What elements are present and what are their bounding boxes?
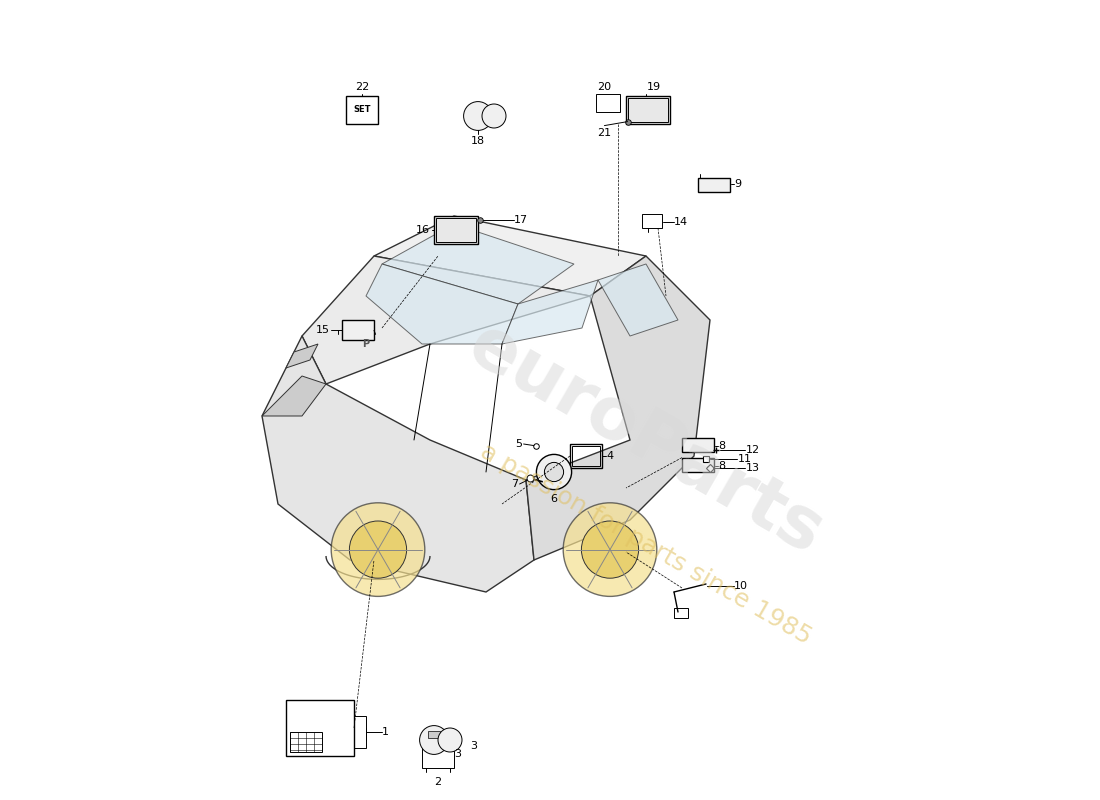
Text: 16: 16 — [416, 225, 430, 234]
Bar — [434, 216, 478, 244]
Polygon shape — [502, 280, 598, 344]
Text: 14: 14 — [674, 218, 689, 227]
Text: 15: 15 — [316, 326, 330, 335]
Text: 9: 9 — [734, 179, 741, 189]
Bar — [290, 732, 322, 752]
Text: 3: 3 — [454, 750, 462, 759]
Polygon shape — [286, 344, 318, 368]
Text: 10: 10 — [734, 581, 748, 590]
Text: 8: 8 — [718, 461, 725, 470]
Circle shape — [563, 503, 657, 597]
Bar — [682, 438, 714, 452]
Polygon shape — [262, 336, 534, 592]
Text: 21: 21 — [597, 128, 612, 138]
Bar — [428, 731, 440, 738]
Polygon shape — [526, 256, 710, 560]
Text: a passion for parts since 1985: a passion for parts since 1985 — [476, 439, 816, 649]
Polygon shape — [598, 264, 678, 336]
Bar — [346, 96, 378, 124]
Text: 8: 8 — [718, 441, 725, 450]
Text: 19: 19 — [647, 82, 661, 92]
Bar — [698, 178, 730, 192]
Circle shape — [331, 503, 425, 597]
Text: 11: 11 — [738, 454, 752, 464]
Text: 13: 13 — [746, 463, 760, 473]
Polygon shape — [374, 216, 646, 296]
Bar — [437, 218, 475, 242]
Bar — [422, 748, 454, 768]
Polygon shape — [262, 376, 326, 416]
Text: 5: 5 — [515, 439, 522, 449]
Circle shape — [419, 726, 449, 754]
Circle shape — [482, 104, 506, 128]
Text: 6: 6 — [550, 494, 558, 504]
Polygon shape — [382, 224, 574, 304]
Text: 20: 20 — [597, 82, 612, 92]
Circle shape — [438, 728, 462, 752]
Text: 3: 3 — [471, 741, 477, 750]
Bar — [572, 446, 600, 466]
Text: 18: 18 — [471, 136, 485, 146]
Text: P: P — [362, 339, 370, 349]
Bar — [570, 444, 602, 468]
Text: euroParts: euroParts — [456, 310, 836, 570]
Text: 12: 12 — [746, 446, 760, 455]
Bar — [642, 214, 662, 228]
Text: SET: SET — [353, 106, 371, 114]
Bar — [286, 700, 354, 756]
Circle shape — [537, 454, 572, 490]
Text: 1: 1 — [382, 727, 389, 737]
Bar — [342, 320, 374, 340]
Text: 7: 7 — [510, 479, 518, 489]
Bar — [354, 716, 366, 748]
Bar — [626, 96, 670, 124]
Circle shape — [544, 462, 563, 482]
Bar — [682, 458, 714, 472]
Text: 4: 4 — [606, 451, 613, 461]
Polygon shape — [366, 264, 518, 344]
Bar — [628, 98, 668, 122]
Text: 22: 22 — [355, 82, 370, 92]
Text: 2: 2 — [434, 778, 441, 787]
Bar — [674, 608, 689, 618]
Polygon shape — [302, 256, 590, 384]
Circle shape — [463, 102, 493, 130]
Circle shape — [582, 521, 639, 578]
Bar — [596, 94, 620, 112]
Circle shape — [350, 521, 407, 578]
Text: 17: 17 — [514, 215, 528, 225]
